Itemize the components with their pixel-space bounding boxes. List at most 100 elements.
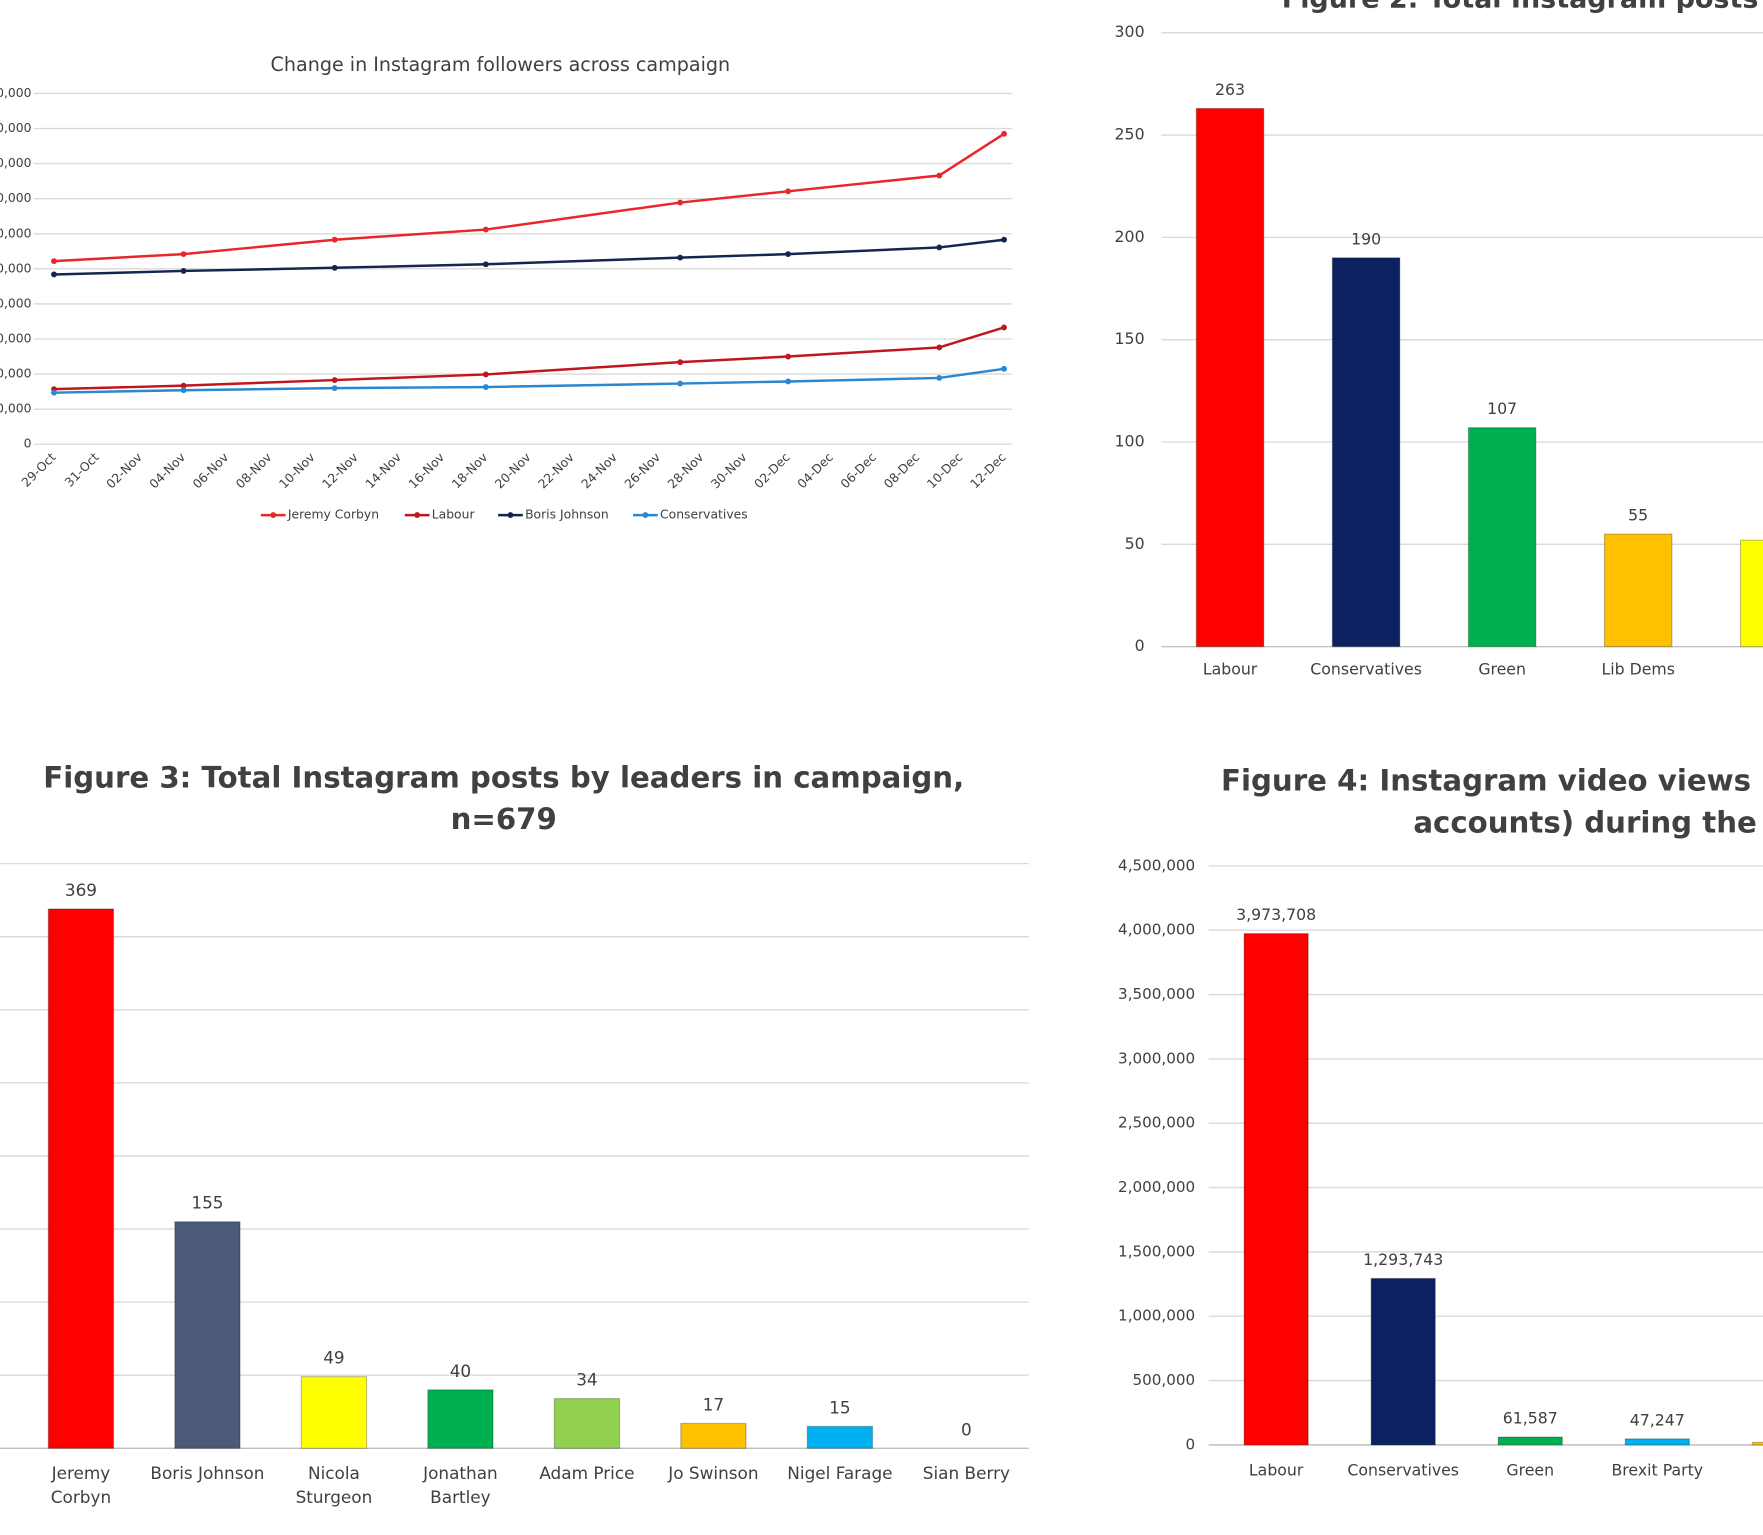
x-tick-label: Conservatives [1310, 660, 1422, 679]
x-tick-label: 29-Oct [19, 450, 59, 490]
point [51, 271, 57, 278]
data-label: 34 [576, 1370, 597, 1390]
y-tick-label: 0,000 [0, 402, 32, 416]
bar [1603, 533, 1673, 648]
x-tick-label: Labour [1249, 1460, 1304, 1479]
y-tick-label: 100 [1115, 431, 1145, 450]
x-tick-label: Green [1506, 1460, 1554, 1479]
bar [1751, 1441, 1763, 1446]
data-label: 0 [961, 1419, 972, 1439]
y-tick-label: 50 [1125, 534, 1145, 553]
x-tick-label: 18-Nov [449, 450, 490, 491]
data-label: 107 [1487, 399, 1517, 418]
point [785, 251, 792, 258]
x-tick-label: 31-Oct [62, 450, 102, 490]
x-tick-label: 20-Nov [492, 450, 533, 491]
y-tick-label: 200 [1115, 227, 1145, 246]
y-tick-label: 3,500,000 [1118, 985, 1195, 1003]
point [936, 244, 943, 251]
x-tick-label: Adam Price [539, 1463, 634, 1483]
point [785, 353, 792, 360]
y-tick-label: 0,000 [0, 367, 32, 381]
x-tick-label: Boris Johnson [150, 1463, 264, 1483]
x-tick-label: 06-Nov [190, 450, 231, 491]
point [1001, 365, 1007, 372]
data-label: 369 [65, 880, 97, 900]
chart-title: Figure 3: Total Instagram posts by leade… [43, 760, 964, 794]
bar [47, 908, 115, 1449]
x-tick-label: Conservatives [1347, 1460, 1459, 1479]
bar [1739, 539, 1763, 648]
data-label: 47,247 [1630, 1410, 1685, 1429]
data-label: 17 [703, 1394, 724, 1414]
chart-title: Change in Instagram followers across cam… [271, 53, 731, 76]
point [677, 254, 684, 261]
data-label: 15 [829, 1397, 850, 1417]
point [785, 378, 792, 385]
bar [1331, 257, 1401, 648]
point [482, 261, 489, 268]
x-tick-label: Green [1478, 660, 1526, 679]
y-tick-label: 4,000,000 [1118, 921, 1195, 939]
chart-title: accounts) during the camp [1413, 805, 1763, 839]
data-label: 263 [1215, 80, 1245, 99]
point [677, 199, 684, 206]
x-tick-label: 02-Dec [752, 450, 793, 491]
point [677, 359, 684, 366]
x-tick-label: Brexit Party [1612, 1460, 1704, 1479]
point [482, 226, 489, 233]
y-tick-label: 0,000 [0, 296, 32, 310]
point [677, 380, 684, 387]
bar [1497, 1436, 1563, 1446]
legend-label: Boris Johnson [525, 508, 609, 522]
line [53, 326, 1005, 391]
y-tick-label: 0,000 [0, 121, 32, 135]
bar [1370, 1277, 1436, 1446]
x-tick-label: 08-Nov [233, 450, 274, 491]
x-tick-label-line: Corbyn [51, 1487, 111, 1507]
y-tick-label: 0,000 [0, 226, 32, 240]
x-tick-label: 06-Dec [838, 450, 879, 491]
legend-marker [414, 512, 421, 519]
y-tick-label: 250 [1115, 125, 1145, 144]
y-tick-label: 1,500,000 [1118, 1242, 1195, 1260]
y-tick-label: 2,000,000 [1118, 1178, 1195, 1196]
x-tick-label-line: Sturgeon [296, 1487, 373, 1507]
bar [553, 1398, 621, 1449]
x-tick-label: 02-Nov [104, 450, 145, 491]
x-tick-label-line: Nicola [308, 1463, 360, 1483]
data-label: 155 [191, 1193, 223, 1213]
point [331, 236, 338, 243]
point [180, 268, 187, 274]
chart-title: Figure 2: Total Instagram posts in ca [1282, 0, 1763, 15]
x-tick-label-line: Bartley [430, 1487, 490, 1507]
x-tick-label: 26-Nov [622, 450, 663, 491]
x-tick-label: Labour [1203, 660, 1258, 679]
y-tick-label: 0,000 [0, 332, 32, 346]
data-label: 40 [450, 1361, 471, 1381]
point [51, 258, 57, 265]
point [785, 188, 792, 195]
x-tick-label: 24-Nov [579, 450, 620, 491]
y-tick-label: 4,500,000 [1118, 856, 1195, 874]
chart-title: n=679 [451, 802, 557, 836]
x-tick-label: 12-Dec [968, 450, 1009, 491]
bar [427, 1389, 494, 1449]
x-tick-label: Lib Dems [1601, 660, 1674, 679]
legend-marker [642, 512, 649, 519]
point [331, 264, 338, 271]
y-tick-label: 0 [1186, 1435, 1196, 1453]
x-tick-label: 10-Dec [924, 450, 965, 491]
point [331, 385, 338, 392]
x-tick-label: Jeremy Corbyn [51, 1463, 112, 1507]
x-tick-label: 08-Dec [881, 450, 922, 491]
x-tick-label: 28-Nov [665, 450, 706, 491]
y-tick-label: 3,000,000 [1118, 1049, 1195, 1067]
bar [300, 1376, 368, 1449]
x-tick-label: Jo Swinson [667, 1463, 758, 1483]
line [53, 132, 1005, 263]
y-tick-label: 0 [1135, 636, 1145, 655]
x-tick-label: Sian Berry [923, 1463, 1010, 1483]
x-tick-label: 04-Nov [147, 450, 188, 491]
